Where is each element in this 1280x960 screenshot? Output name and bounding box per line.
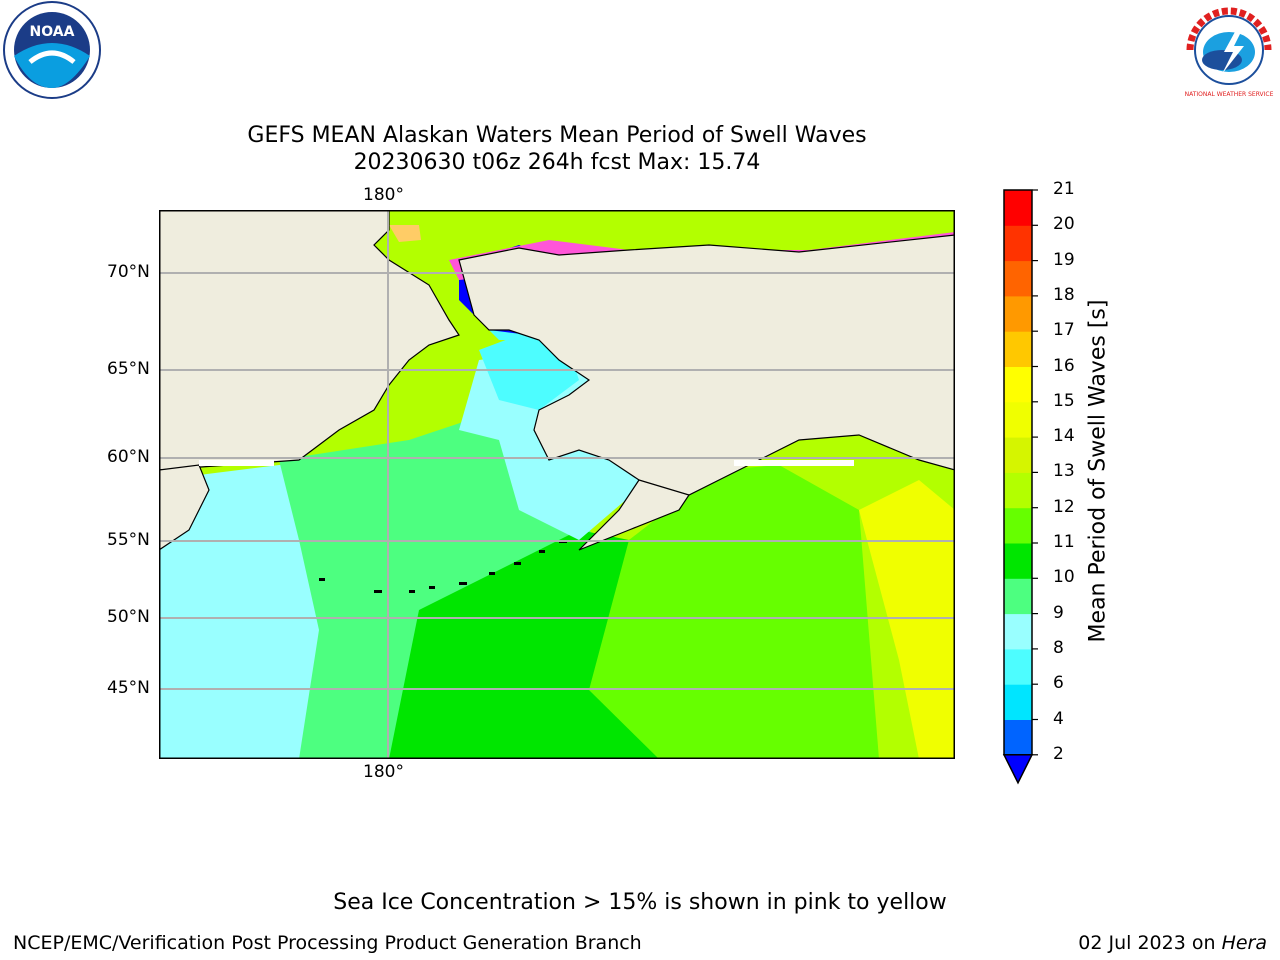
colorbar-segment xyxy=(1004,401,1032,438)
swell-period-map xyxy=(159,210,955,759)
colorbar-segment xyxy=(1004,648,1032,685)
no-data-strip-west xyxy=(199,460,274,466)
colorbar-segment xyxy=(1004,190,1032,226)
ice-zone-yellow xyxy=(389,225,421,242)
colorbar-segment xyxy=(1004,366,1032,403)
colorbar-tick-label: 14 xyxy=(1053,426,1075,447)
latitude-label-65: 65°N xyxy=(107,359,150,379)
colorbar-under-arrow xyxy=(1002,754,1034,785)
colorbar xyxy=(1002,189,1038,785)
chart-title: GEFS MEAN Alaskan Waters Mean Period of … xyxy=(247,123,867,148)
colorbar-segment xyxy=(1004,437,1032,473)
svg-text:NOAA: NOAA xyxy=(30,24,75,40)
bottom-longitude-label: 180° xyxy=(363,762,404,782)
colorbar-segment xyxy=(1004,613,1032,650)
ocean-zone-brightgreen xyxy=(589,465,879,759)
colorbar-tick-label: 8 xyxy=(1053,637,1064,658)
footer-host: Hera xyxy=(1221,932,1267,954)
colorbar-segment xyxy=(1004,295,1032,332)
latitude-label-55: 55°N xyxy=(107,530,150,550)
nws-logo: NATIONAL WEATHER SERVICE xyxy=(1184,5,1274,98)
map-frame xyxy=(159,210,955,759)
colorbar-segment xyxy=(1004,225,1032,262)
colorbar-segment xyxy=(1004,719,1032,756)
colorbar-tick-label: 16 xyxy=(1053,355,1075,376)
top-longitude-label: 180° xyxy=(363,185,404,205)
no-data-strip-east xyxy=(734,460,854,466)
latitude-label-45: 45°N xyxy=(107,678,150,698)
colorbar-tick-label: 4 xyxy=(1053,708,1064,729)
colorbar-tick-label: 17 xyxy=(1053,320,1075,341)
sea-ice-caption: Sea Ice Concentration > 15% is shown in … xyxy=(333,890,947,915)
latitude-label-60: 60°N xyxy=(107,447,150,467)
colorbar-tick-label: 6 xyxy=(1053,673,1064,694)
map-gridlines xyxy=(159,210,955,759)
noaa-logo: NOAA xyxy=(3,1,101,99)
colorbar-tick-label: 13 xyxy=(1053,461,1075,482)
colorbar-tick-label: 20 xyxy=(1053,214,1075,235)
latitude-label-70: 70°N xyxy=(107,262,150,282)
colorbar-tick-label: 21 xyxy=(1053,179,1075,199)
colorbar-segment xyxy=(1004,543,1032,579)
colorbar-tick-label: 2 xyxy=(1053,743,1064,764)
colorbar-title: Mean Period of Swell Waves [s] xyxy=(1085,299,1111,643)
colorbar-segment xyxy=(1004,260,1032,297)
footer-left: NCEP/EMC/Verification Post Processing Pr… xyxy=(13,932,642,954)
latitude-label-50: 50°N xyxy=(107,607,150,627)
footer-date: 02 Jul 2023 on xyxy=(1078,932,1222,954)
colorbar-tick-label: 19 xyxy=(1053,249,1075,270)
land-siberia xyxy=(159,210,460,471)
colorbar-tick-label: 11 xyxy=(1053,532,1075,552)
svg-text:NATIONAL WEATHER SERVICE: NATIONAL WEATHER SERVICE xyxy=(1185,91,1274,98)
colorbar-tick-label: 15 xyxy=(1053,390,1075,411)
colorbar-segment xyxy=(1004,507,1032,544)
colorbar-tick-label: 9 xyxy=(1053,602,1064,623)
colorbar-segment xyxy=(1004,578,1032,615)
colorbar-tick-label: 10 xyxy=(1053,567,1075,588)
colorbar-tick-label: 12 xyxy=(1053,496,1075,517)
chart-subtitle: 20230630 t06z 264h fcst Max: 15.74 xyxy=(353,150,761,175)
colorbar-segment xyxy=(1004,472,1032,509)
colorbar-segment xyxy=(1004,331,1032,367)
land-kamchatka xyxy=(159,464,210,551)
colorbar-segment xyxy=(1004,684,1032,720)
footer-right: 02 Jul 2023 on Hera xyxy=(1078,932,1267,954)
colorbar-tick-label: 18 xyxy=(1053,284,1075,305)
